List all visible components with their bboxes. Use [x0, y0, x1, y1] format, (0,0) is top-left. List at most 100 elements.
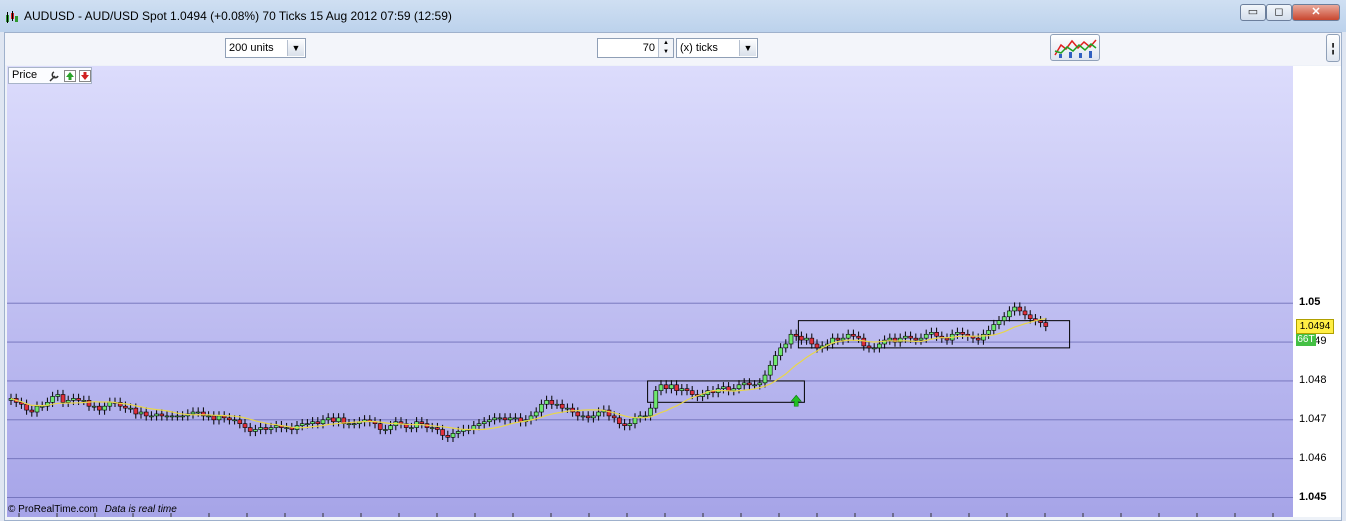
candle-up — [653, 390, 659, 409]
units-select[interactable]: 200 units ▼ — [225, 38, 306, 58]
candle-up — [871, 347, 877, 350]
candle-down — [331, 417, 336, 423]
candle-up — [929, 332, 934, 335]
spinner-icon[interactable]: ▲ ▼ — [658, 39, 673, 57]
candle-down — [689, 390, 695, 395]
candle-down — [809, 337, 815, 345]
close-button[interactable]: ✕ — [1292, 4, 1340, 21]
candle-down — [814, 343, 820, 349]
candle-down — [684, 388, 690, 391]
price-panel-header: Price — [8, 67, 92, 84]
candle-up — [91, 405, 97, 408]
candle-up — [1007, 310, 1012, 318]
chart-style-icon — [1054, 39, 1097, 58]
candle-up — [918, 337, 924, 341]
candle-down — [549, 400, 555, 405]
move-up-icon[interactable] — [64, 70, 76, 82]
candle-up — [138, 411, 144, 415]
candle-up — [544, 400, 549, 405]
candle-up — [273, 425, 279, 428]
side-panel-toggle-button[interactable]: ¦ — [1326, 34, 1340, 62]
candle-down — [211, 415, 217, 421]
candle-down — [263, 427, 269, 430]
candle-down — [403, 423, 409, 428]
annotation-rectangle — [647, 380, 805, 403]
candle-down — [24, 403, 29, 411]
candle-up — [310, 421, 315, 424]
candle-down — [159, 413, 165, 417]
candle-up — [513, 417, 518, 420]
candle-up — [773, 355, 778, 366]
units-select-value: 200 units — [229, 42, 274, 54]
candle-up — [580, 415, 586, 418]
candle-down — [86, 400, 92, 407]
app-icon — [6, 11, 18, 23]
minimize-button[interactable]: ▭ — [1240, 4, 1266, 21]
candle-down — [799, 335, 804, 341]
candle-up — [731, 388, 737, 391]
chevron-down-icon[interactable]: ▼ — [287, 40, 304, 56]
candle-down — [1027, 314, 1033, 320]
candle-down — [747, 382, 752, 386]
chart-style-button[interactable] — [1050, 34, 1100, 61]
candle-up — [55, 394, 61, 397]
candle-down — [851, 333, 856, 337]
candle-down — [242, 423, 248, 428]
candle-down — [201, 411, 206, 417]
candle-up — [175, 415, 180, 418]
candle-down — [1043, 322, 1049, 327]
candle-down — [440, 429, 445, 436]
candle-up — [65, 400, 71, 403]
candle-down — [793, 333, 799, 337]
y-tick-label: 1.047 — [1299, 412, 1327, 425]
maximize-button[interactable]: ◻ — [1266, 4, 1292, 21]
candle-down — [606, 409, 612, 417]
candle-up — [450, 433, 456, 438]
candle-down — [674, 384, 679, 391]
candle-up — [507, 417, 513, 421]
candlestick-chart[interactable] — [7, 66, 1293, 517]
chevron-down-icon[interactable]: ▼ — [739, 40, 756, 56]
candle-down — [97, 405, 102, 411]
candle-down — [502, 417, 508, 421]
candle-up — [1012, 306, 1017, 312]
wrench-icon[interactable] — [48, 70, 60, 82]
ticks-input[interactable]: 70 ▲ ▼ — [597, 38, 674, 58]
candle-up — [882, 339, 887, 345]
candle-up — [107, 402, 113, 407]
candle-up — [299, 423, 305, 426]
candle-up — [195, 411, 201, 414]
candle-down — [1022, 310, 1028, 316]
candle-down — [117, 402, 123, 407]
candle-down — [143, 411, 149, 417]
candle-up — [741, 382, 747, 386]
brand-text: © ProRealTime.com — [8, 504, 98, 515]
y-tick-label: 1.048 — [1299, 373, 1327, 386]
ticks-unit-select[interactable]: (x) ticks ▼ — [676, 38, 758, 58]
candle-down — [913, 337, 919, 341]
candle-up — [991, 324, 997, 331]
candle-up — [788, 333, 794, 345]
candle-down — [944, 337, 950, 341]
move-down-icon[interactable] — [79, 70, 91, 82]
candle-up — [981, 333, 986, 341]
y-tick-label: 1.05 — [1299, 296, 1321, 309]
candle-down — [29, 409, 35, 413]
candle-up — [351, 423, 357, 425]
candle-down — [377, 423, 383, 430]
candle-down — [908, 335, 913, 339]
time-axis-ticks — [18, 513, 1274, 517]
candle-down — [835, 337, 841, 341]
candle-up — [752, 384, 757, 387]
y-tick-label: 1.045 — [1299, 490, 1327, 503]
candle-up — [409, 427, 414, 429]
candle-down — [419, 421, 425, 424]
candle-up — [169, 415, 175, 418]
candle-up — [81, 400, 87, 402]
candle-down — [76, 398, 81, 401]
realtime-status: Data is real time — [104, 504, 177, 515]
candle-up — [627, 423, 633, 426]
candle-up — [643, 415, 648, 418]
candle-up — [149, 415, 154, 418]
candle-up — [762, 374, 768, 384]
